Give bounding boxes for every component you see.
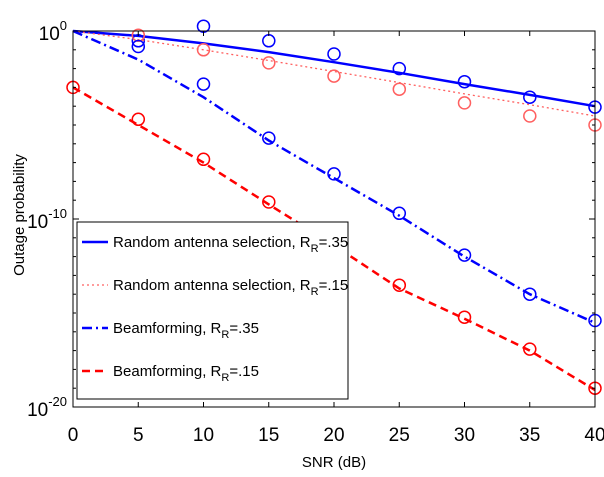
series-4-marker (392, 278, 407, 292)
legend: Random antenna selection, RR=.35 Random a… (76, 221, 349, 400)
legend-label-3: Beamforming, RR=.35 (113, 320, 259, 341)
y-tick-label: 10-10 (27, 206, 67, 233)
series-3-marker (196, 77, 211, 91)
series-2-marker (327, 69, 341, 83)
series-3-marker (327, 167, 341, 181)
legend-box (76, 221, 349, 400)
series-3-marker (457, 248, 472, 262)
y-tick-label: 100 (39, 18, 67, 45)
x-tick-label: 25 (389, 425, 410, 446)
axes-frame: 0 5 10 15 20 25 30 35 40 100 10-10 10-20 (27, 18, 604, 446)
series-2-line (72, 30, 596, 117)
y-axis-label: Outage probability (11, 154, 28, 276)
series-4-marker (196, 152, 211, 167)
series-2-marker (392, 82, 407, 96)
series-1-marker (196, 19, 211, 33)
series-3-marker (131, 39, 146, 54)
series-4-marker (457, 310, 472, 324)
x-axis-label: SNR (dB) (302, 454, 366, 471)
series-2-marker (523, 109, 537, 123)
series-1-marker (392, 61, 407, 76)
series-1-line (72, 29, 596, 108)
series-1-marker (523, 90, 537, 104)
x-tick-label: 15 (258, 425, 279, 446)
x-tick-label: 10 (193, 425, 214, 446)
series-4-marker (523, 342, 537, 356)
y-tick-label: 10-20 (27, 394, 67, 421)
x-tick-label: 5 (133, 425, 144, 446)
series-2-marker (457, 96, 472, 110)
series-3-marker (523, 287, 537, 301)
legend-label-1: Random antenna selection, RR=.35 (113, 234, 348, 255)
series-2-marker (262, 56, 276, 70)
series-4-marker (262, 195, 276, 209)
series-4-marker (131, 112, 146, 127)
series-1-marker (262, 34, 276, 48)
series-1-marker (327, 47, 341, 61)
series-2-marker (196, 43, 211, 57)
x-tick-label: 0 (68, 425, 79, 446)
series-3-marker (392, 206, 407, 221)
x-tick-label: 20 (323, 425, 344, 446)
x-tick-label: 35 (519, 425, 540, 446)
x-tick-label: 40 (584, 425, 604, 446)
legend-label-2: Random antenna selection, RR=.15 (113, 277, 348, 298)
series-3-marker (262, 131, 276, 145)
series-3-line (72, 29, 596, 324)
x-tick-label: 30 (454, 425, 475, 446)
legend-label-4: Beamforming, RR=.15 (113, 363, 259, 384)
series-1-marker (457, 74, 472, 89)
